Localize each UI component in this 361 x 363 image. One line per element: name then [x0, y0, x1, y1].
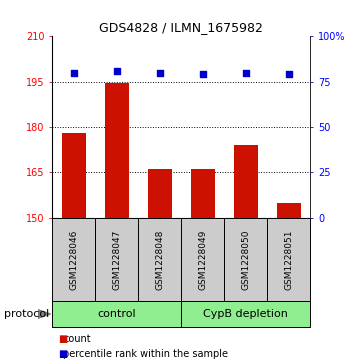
- Bar: [277, 203, 301, 218]
- Point: [200, 72, 206, 77]
- Text: GSM1228049: GSM1228049: [199, 229, 208, 290]
- Bar: [234, 145, 258, 218]
- Point: [243, 70, 249, 76]
- Point: [71, 70, 77, 76]
- Title: GDS4828 / ILMN_1675982: GDS4828 / ILMN_1675982: [100, 21, 263, 34]
- Point: [286, 72, 292, 77]
- Bar: [105, 83, 129, 218]
- Text: GSM1228048: GSM1228048: [155, 229, 164, 290]
- Text: protocol: protocol: [4, 309, 49, 319]
- Bar: [181, 301, 310, 327]
- Text: GSM1228046: GSM1228046: [69, 229, 78, 290]
- Text: GSM1228050: GSM1228050: [242, 229, 251, 290]
- Text: CypB depletion: CypB depletion: [204, 309, 288, 319]
- Bar: [52, 218, 95, 301]
- Polygon shape: [38, 310, 51, 318]
- Bar: [191, 170, 215, 218]
- Point: [157, 70, 163, 76]
- Text: control: control: [97, 309, 136, 319]
- Text: percentile rank within the sample: percentile rank within the sample: [63, 349, 228, 359]
- Bar: [62, 133, 86, 218]
- Text: GSM1228051: GSM1228051: [284, 229, 293, 290]
- Text: ■: ■: [58, 349, 67, 359]
- Bar: [268, 218, 310, 301]
- Text: ■: ■: [58, 334, 67, 344]
- Bar: [148, 170, 172, 218]
- Bar: [52, 301, 182, 327]
- Bar: [95, 218, 138, 301]
- Bar: [138, 218, 181, 301]
- Text: count: count: [63, 334, 91, 344]
- Text: GSM1228047: GSM1228047: [112, 229, 121, 290]
- Bar: [181, 218, 225, 301]
- Point: [114, 68, 120, 74]
- Bar: [225, 218, 268, 301]
